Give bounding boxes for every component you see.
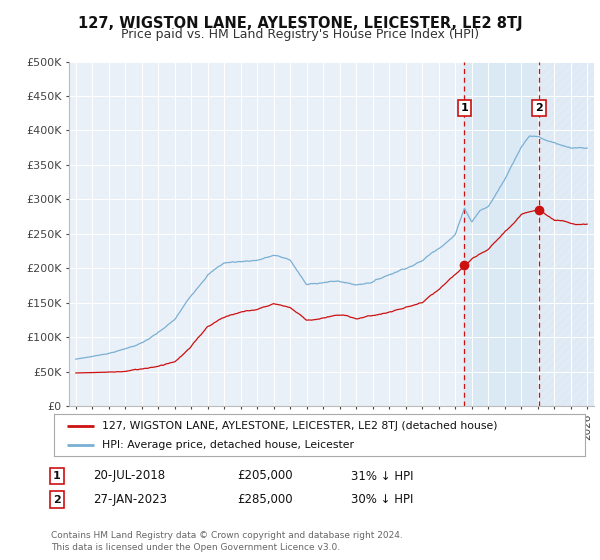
Text: 127, WIGSTON LANE, AYLESTONE, LEICESTER, LE2 8TJ: 127, WIGSTON LANE, AYLESTONE, LEICESTER,… bbox=[77, 16, 523, 31]
Bar bbox=[464, 62, 539, 406]
Text: 2: 2 bbox=[53, 494, 61, 505]
Text: 2: 2 bbox=[535, 103, 543, 113]
Text: 1: 1 bbox=[53, 471, 61, 481]
Text: HPI: Average price, detached house, Leicester: HPI: Average price, detached house, Leic… bbox=[102, 440, 354, 450]
Text: 31% ↓ HPI: 31% ↓ HPI bbox=[351, 469, 413, 483]
Text: Price paid vs. HM Land Registry's House Price Index (HPI): Price paid vs. HM Land Registry's House … bbox=[121, 28, 479, 41]
Text: £205,000: £205,000 bbox=[237, 469, 293, 483]
Text: 27-JAN-2023: 27-JAN-2023 bbox=[93, 493, 167, 506]
Text: 127, WIGSTON LANE, AYLESTONE, LEICESTER, LE2 8TJ (detached house): 127, WIGSTON LANE, AYLESTONE, LEICESTER,… bbox=[102, 421, 497, 431]
Text: Contains HM Land Registry data © Crown copyright and database right 2024.
This d: Contains HM Land Registry data © Crown c… bbox=[51, 531, 403, 552]
Bar bbox=[539, 62, 600, 406]
Text: 30% ↓ HPI: 30% ↓ HPI bbox=[351, 493, 413, 506]
Text: 20-JUL-2018: 20-JUL-2018 bbox=[93, 469, 165, 483]
Text: 1: 1 bbox=[461, 103, 468, 113]
Text: £285,000: £285,000 bbox=[237, 493, 293, 506]
